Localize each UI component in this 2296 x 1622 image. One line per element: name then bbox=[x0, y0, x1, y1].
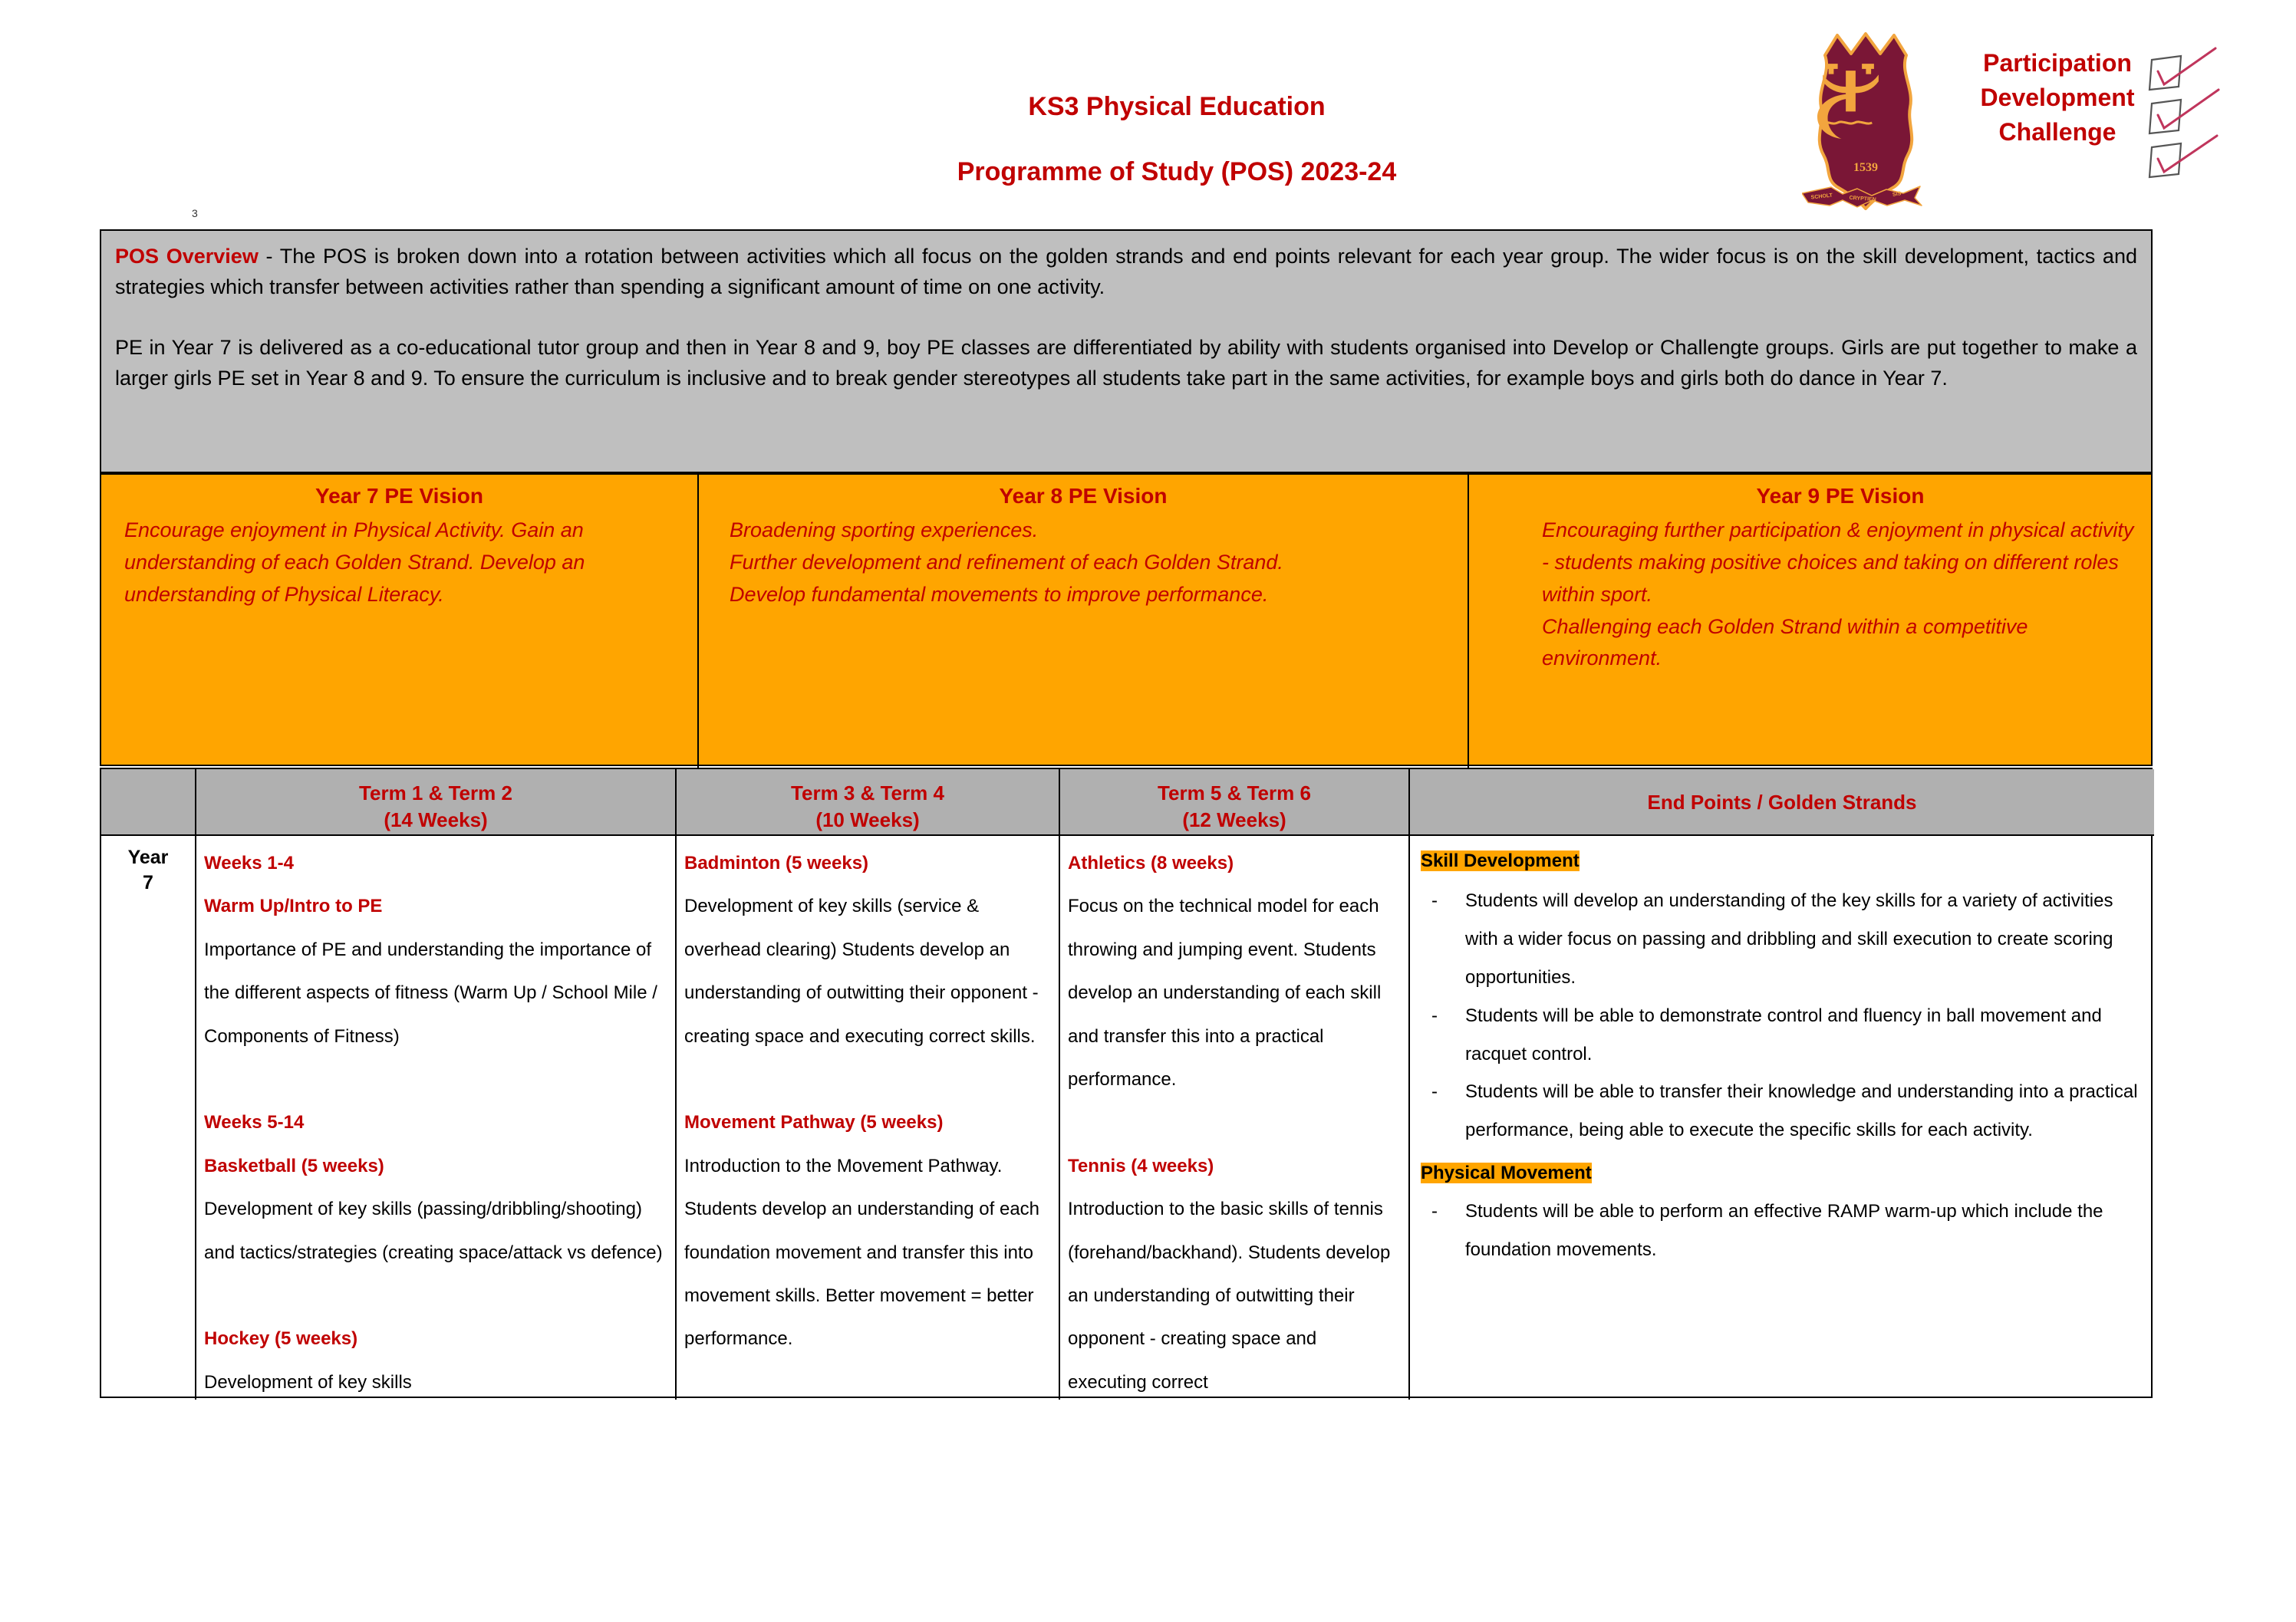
svg-text:1539: 1539 bbox=[1853, 161, 1878, 174]
